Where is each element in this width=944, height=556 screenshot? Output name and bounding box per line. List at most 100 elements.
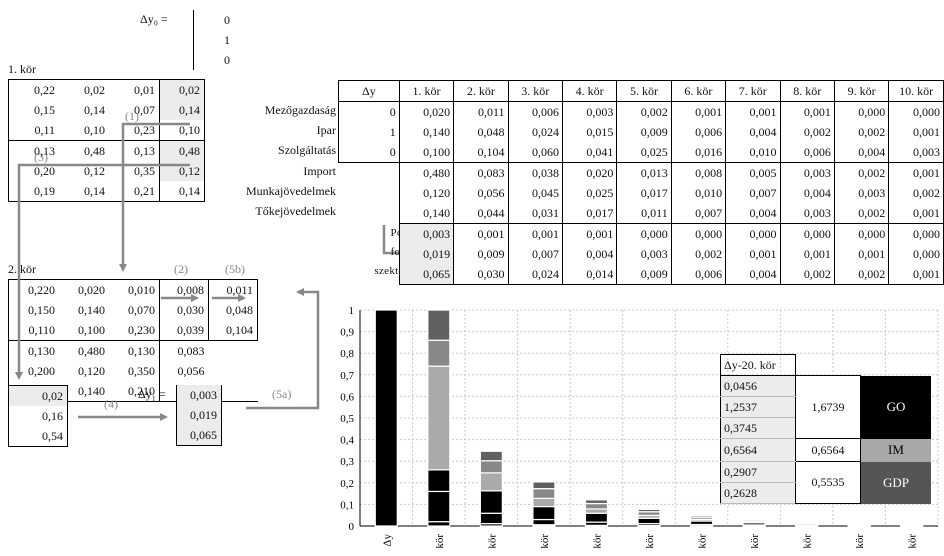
- bar-segment: [532, 518, 556, 526]
- matrix-cell: 0,130: [109, 340, 160, 361]
- indicator-value: 0,6564: [720, 438, 796, 462]
- bar-segment: [479, 450, 503, 462]
- table-cell: 0,024: [508, 264, 563, 285]
- matrix-cell: 0,140: [78, 383, 105, 398]
- matrix-cell: 0,083: [159, 340, 209, 361]
- table-cell: 0,000: [616, 223, 672, 244]
- table-cell: 0,048: [453, 122, 509, 142]
- table-cell: 0,003: [780, 203, 835, 224]
- bar-segment: [584, 499, 609, 505]
- matrix-cell: 0,13: [109, 140, 160, 161]
- consumption-row: 0,065 0,030 0,024 0,014 0,009 0,006 0,004 0,002…: [338, 264, 944, 285]
- bar-segment: [689, 515, 714, 518]
- table-cell: 0,083: [453, 162, 509, 183]
- matrix-row: 0,130 0,480 0,130 0,083: [8, 340, 258, 361]
- table-cell: 0,003: [398, 223, 455, 244]
- step-5a-label: (5a): [272, 387, 292, 401]
- table-cell: 0,104: [453, 142, 509, 163]
- rounds-table: Δy 1. kör 2. kör 3. kör 4. kör 5. kör 6. kör 7.…: [338, 80, 944, 285]
- table-cell: 0,025: [616, 142, 672, 163]
- bar-segment: [427, 309, 451, 341]
- table-cell: 0,009: [616, 264, 672, 285]
- bar-segment: [427, 490, 451, 523]
- dy0-label: Δy₀ =: [140, 12, 168, 26]
- matrix-cell: 0,120: [78, 363, 105, 378]
- table-cell: 0,001: [508, 223, 563, 244]
- table-cell: 1: [338, 122, 400, 142]
- matrix-cell: 0,13: [8, 140, 59, 161]
- matrix-cell: 0,23: [134, 122, 155, 137]
- bar-segment: [427, 365, 451, 471]
- table-cell: 0,000: [780, 223, 835, 244]
- y-tick-label: 0,1: [340, 499, 354, 511]
- table-cell: 0,002: [834, 162, 890, 183]
- bar-segment: [584, 512, 609, 523]
- step-2-label: (2): [174, 262, 188, 276]
- table-header: 7. kör: [725, 80, 781, 102]
- table-cell: 0,004: [834, 142, 890, 163]
- bar-segment: [427, 469, 451, 493]
- table-cell: 0,001: [888, 203, 944, 224]
- table-cell: 0,000: [671, 223, 727, 244]
- table-cell: 0,010: [671, 183, 727, 203]
- table-cell: 0,006: [671, 122, 727, 142]
- matrix-row: 0,19 0,14 0,21 0,14: [9, 181, 205, 202]
- x-tick-label: kör: [486, 534, 498, 549]
- bar-segment: [637, 517, 661, 525]
- table-cell: 0,120: [398, 183, 455, 203]
- matrix-cell: 0,100: [78, 322, 105, 337]
- bar-segment: [637, 508, 661, 513]
- round2-label: 2. kör: [8, 262, 36, 276]
- table-cell: 0,015: [562, 122, 618, 142]
- table-header: 5. kör: [616, 80, 672, 102]
- matrix-cell: 0,48: [59, 140, 109, 161]
- table-header: 2. kör: [453, 80, 509, 102]
- bar-segment: [479, 512, 503, 525]
- table-cell: 0,480: [398, 162, 455, 183]
- matrix-cell: 0,11: [34, 122, 55, 137]
- indicator-title: Δy-20. kör: [720, 354, 796, 376]
- table-cell: 0,002: [780, 122, 835, 142]
- x-tick-label: kör: [591, 534, 603, 549]
- table-cell: 0,004: [562, 244, 618, 264]
- share-value: 0,02: [8, 385, 68, 406]
- share-value: 0,16: [42, 408, 63, 423]
- table-cell: 0,013: [616, 162, 672, 183]
- table-cell: 0,017: [616, 183, 672, 203]
- bar-segment: [479, 490, 503, 514]
- table-header: 10. kör: [888, 80, 944, 102]
- x-tick-label: Δy: [381, 534, 393, 547]
- table-cell: 0,007: [725, 183, 781, 203]
- x-tick-label: kör: [434, 534, 446, 549]
- table-header: Δy: [338, 80, 400, 102]
- matrix-cell: 0,14: [159, 100, 205, 120]
- table-header: 3. kör: [507, 80, 563, 102]
- indicator-total: 1,6739: [795, 375, 861, 439]
- bar-segment: [479, 460, 503, 474]
- table-cell: 0,001: [780, 101, 835, 122]
- table-cell: 0,014: [562, 264, 618, 285]
- table-header: 6. kör: [670, 80, 727, 102]
- matrix-cell: 0,150: [28, 302, 55, 317]
- table-row: 0 0,100 0,104 0,060 0,041 0,025 0,016 0,010 0,00…: [338, 142, 944, 163]
- table-cell: 0,002: [834, 122, 890, 142]
- dy1-value: 0,003: [176, 385, 222, 405]
- indicator-value: 0,0456: [720, 375, 796, 397]
- table-cell: 0,060: [508, 142, 563, 163]
- table-cell: [338, 162, 400, 183]
- matrix-cell: 0,07: [134, 102, 155, 117]
- table-cell: 0,006: [780, 142, 835, 163]
- x-tick-label: kör: [697, 534, 709, 549]
- step-1-label: (1): [125, 109, 139, 123]
- matrix-cell: 0,14: [159, 181, 205, 202]
- bar-segment: [374, 309, 398, 527]
- matrix-cell: 0,48: [159, 140, 205, 161]
- matrix-cell: 0,056: [159, 361, 209, 381]
- x-tick-label: kör: [802, 534, 814, 549]
- matrix-cell: 0,35: [134, 163, 155, 178]
- table-header: 1. kör: [398, 80, 455, 102]
- table-cell: 0,001: [888, 162, 944, 183]
- table-cell: 0,045: [508, 183, 563, 203]
- table-cell: 0: [338, 142, 400, 163]
- table-cell: 0,019: [398, 244, 455, 264]
